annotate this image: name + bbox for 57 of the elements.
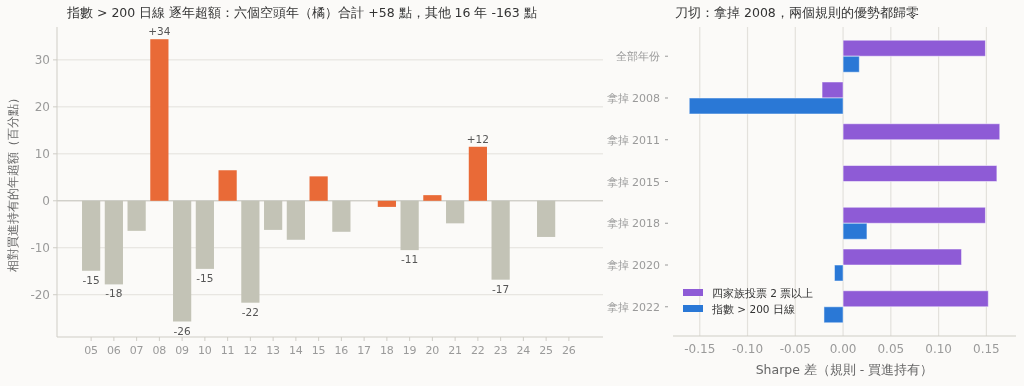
- x-tick-label: 20: [425, 344, 440, 357]
- y-tick-label: -10: [30, 240, 50, 255]
- y-tick-label: 拿掉 2022: [606, 300, 660, 314]
- x-tick-label: 15: [311, 344, 326, 357]
- x-tick-label: 19: [402, 344, 417, 357]
- x-tick-label: 0.05: [877, 342, 905, 356]
- x-tick-label: 0.00: [829, 342, 857, 356]
- data-label: +34: [148, 25, 171, 38]
- data-label: -18: [105, 287, 123, 300]
- y-tick-label: 拿掉 2008: [606, 91, 660, 105]
- data-label: -17: [492, 282, 510, 295]
- x-tick-label: 0.10: [925, 342, 952, 356]
- x-tick-label: 26: [561, 344, 576, 357]
- x-tick-label: -0.10: [731, 342, 764, 356]
- y-tick-label: 拿掉 2015: [606, 175, 660, 189]
- y-tick-label: 拿掉 2020: [606, 259, 660, 273]
- y-tick-label: 全部年份: [616, 50, 660, 64]
- x-tick-label: 10: [197, 344, 212, 357]
- x-tick-label: 09: [175, 344, 190, 357]
- x-tick-label: 13: [266, 344, 281, 357]
- x-tick-label: 07: [129, 344, 144, 357]
- data-label: -11: [401, 253, 419, 266]
- y-tick-label: 拿掉 2018: [606, 217, 660, 231]
- x-tick-label: 06: [106, 344, 121, 357]
- data-label: -15: [82, 273, 100, 286]
- x-tick-label: 0.15: [973, 342, 1000, 356]
- x-tick-label: 17: [357, 344, 372, 357]
- x-tick-label: 25: [539, 344, 554, 357]
- data-label: -22: [241, 305, 259, 318]
- x-tick-label: 23: [493, 344, 508, 357]
- y-tick-label: 30: [34, 52, 50, 67]
- x-tick-label: 18: [379, 344, 394, 357]
- x-tick-label: 11: [220, 344, 235, 357]
- chart-title: 刀切：拿掉 2008，兩個規則的優勢都歸零: [675, 5, 919, 20]
- x-tick-label: 24: [516, 344, 531, 357]
- x-tick-label: 14: [288, 344, 303, 357]
- x-tick-label: 08: [152, 344, 167, 357]
- y-axis-title: 相對買進持有的年超額（百分點）: [6, 92, 20, 272]
- chart-title: 指數 > 200 日線 逐年超額：六個空頭年（橘）合計 +58 點，其他 16 年 -163 點: [66, 5, 537, 20]
- legend-label: 指數 > 200 日線: [711, 303, 795, 315]
- y-tick-label: 0: [42, 193, 50, 208]
- x-tick-label: 05: [84, 344, 99, 357]
- x-tick-label: -0.15: [684, 342, 716, 356]
- y-tick-label: 拿掉 2011: [606, 133, 660, 147]
- data-label: +12: [466, 132, 489, 145]
- data-label: -26: [173, 324, 192, 337]
- x-tick-label: 16: [334, 344, 349, 357]
- y-tick-label: 10: [34, 146, 50, 161]
- x-tick-label: 21: [448, 344, 463, 357]
- x-tick-label: -0.05: [779, 342, 811, 356]
- x-tick-label: 12: [243, 344, 258, 357]
- x-axis-title: Sharpe 差（規則 - 買進持有）: [755, 362, 934, 377]
- y-tick-label: 20: [34, 99, 50, 114]
- y-tick-label: -20: [30, 287, 50, 302]
- legend-label: 四家族投票 2 票以上: [712, 287, 814, 299]
- x-tick-label: 22: [470, 344, 485, 357]
- data-label: -15: [196, 271, 214, 284]
